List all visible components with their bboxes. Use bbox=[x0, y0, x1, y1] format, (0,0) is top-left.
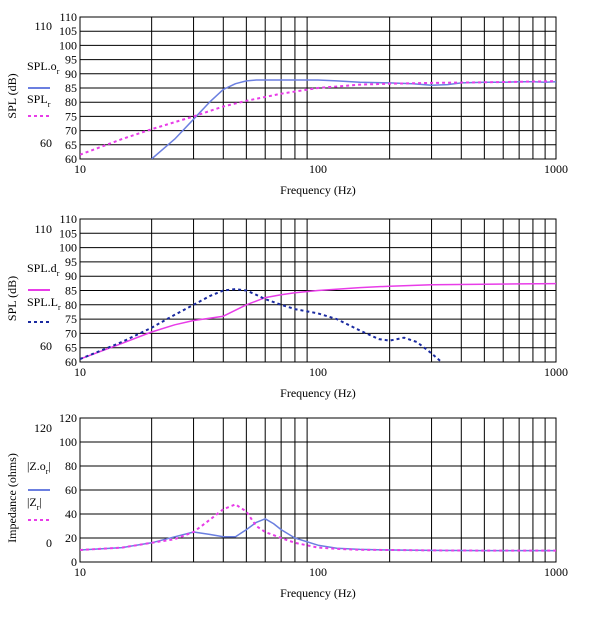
x-tick-label: 100 bbox=[309, 162, 327, 176]
y-tick-label: 105 bbox=[59, 226, 77, 240]
y-tick-label: 90 bbox=[65, 67, 77, 81]
y-side-label: 60 bbox=[40, 339, 52, 353]
y-tick-label: 80 bbox=[65, 298, 77, 312]
y-tick-label: 40 bbox=[65, 507, 77, 521]
y-tick-label: 60 bbox=[65, 483, 77, 497]
y-tick-label: 20 bbox=[65, 531, 77, 545]
x-axis-label: Frequency (Hz) bbox=[280, 183, 356, 197]
series-line-1 bbox=[151, 79, 556, 159]
legend-label: |Zr| bbox=[27, 495, 42, 512]
y-tick-label: 85 bbox=[65, 81, 77, 95]
series-line-2 bbox=[80, 80, 556, 156]
x-tick-label: 10 bbox=[74, 365, 86, 379]
series-line-2 bbox=[80, 288, 443, 362]
y-side-label: 110 bbox=[34, 19, 52, 33]
y-side-label: 60 bbox=[40, 136, 52, 150]
legend-label: SPL.or bbox=[27, 59, 60, 76]
y-tick-label: 90 bbox=[65, 269, 77, 283]
x-tick-label: 100 bbox=[309, 565, 327, 579]
y-tick-label: 60 bbox=[65, 152, 77, 166]
y-tick-label: 75 bbox=[65, 109, 77, 123]
y-tick-label: 120 bbox=[59, 411, 77, 425]
y-tick-label: 70 bbox=[65, 124, 77, 138]
y-tick-label: 80 bbox=[65, 459, 77, 473]
x-tick-label: 100 bbox=[309, 365, 327, 379]
y-tick-label: 0 bbox=[71, 555, 77, 569]
x-tick-label: 10 bbox=[74, 565, 86, 579]
y-side-label: 110 bbox=[34, 222, 52, 236]
y-tick-label: 85 bbox=[65, 284, 77, 298]
y-tick-label: 70 bbox=[65, 326, 77, 340]
x-axis-label: Frequency (Hz) bbox=[280, 386, 356, 400]
plot-frame bbox=[79, 218, 557, 363]
chart-panel-3: 0 20 40 60 80 100 120 10 100 1000 Frequency (Hz) Im… bbox=[5, 411, 568, 600]
y-tick-label: 65 bbox=[65, 138, 77, 152]
x-tick-label: 10 bbox=[74, 162, 86, 176]
series-line-2 bbox=[80, 503, 556, 552]
x-tick-label: 1000 bbox=[544, 365, 568, 379]
y-tick-label: 105 bbox=[59, 24, 77, 38]
y-tick-label: 100 bbox=[59, 241, 77, 255]
y-tick-label: 95 bbox=[65, 255, 77, 269]
y-tick-label: 95 bbox=[65, 53, 77, 67]
legend-label: SPLr bbox=[27, 92, 51, 109]
x-axis-label: Frequency (Hz) bbox=[280, 586, 356, 600]
plot-frame bbox=[79, 16, 557, 160]
y-axis-label: SPL (dB) bbox=[5, 276, 19, 321]
y-tick-label: 110 bbox=[59, 10, 77, 24]
y-tick-label: 100 bbox=[59, 38, 77, 52]
y-side-label: 120 bbox=[34, 421, 52, 435]
x-tick-label: 1000 bbox=[544, 162, 568, 176]
y-tick-label: 65 bbox=[65, 341, 77, 355]
y-axis-label: Impedance (ohms) bbox=[5, 453, 19, 543]
y-tick-label: 80 bbox=[65, 95, 77, 109]
y-tick-label: 60 bbox=[65, 355, 77, 369]
series-line-1 bbox=[80, 282, 556, 360]
plot-frame bbox=[79, 417, 557, 563]
y-tick-label: 110 bbox=[59, 212, 77, 226]
legend-label: |Z.or| bbox=[27, 459, 51, 476]
y-tick-label: 100 bbox=[59, 435, 77, 449]
y-axis-label: SPL (dB) bbox=[5, 73, 19, 118]
legend-label: SPL.dr bbox=[27, 261, 60, 278]
y-side-label: 0 bbox=[46, 536, 52, 550]
y-tick-label: 75 bbox=[65, 312, 77, 326]
legend-label: SPL.Lr bbox=[27, 295, 61, 312]
x-tick-label: 1000 bbox=[544, 565, 568, 579]
